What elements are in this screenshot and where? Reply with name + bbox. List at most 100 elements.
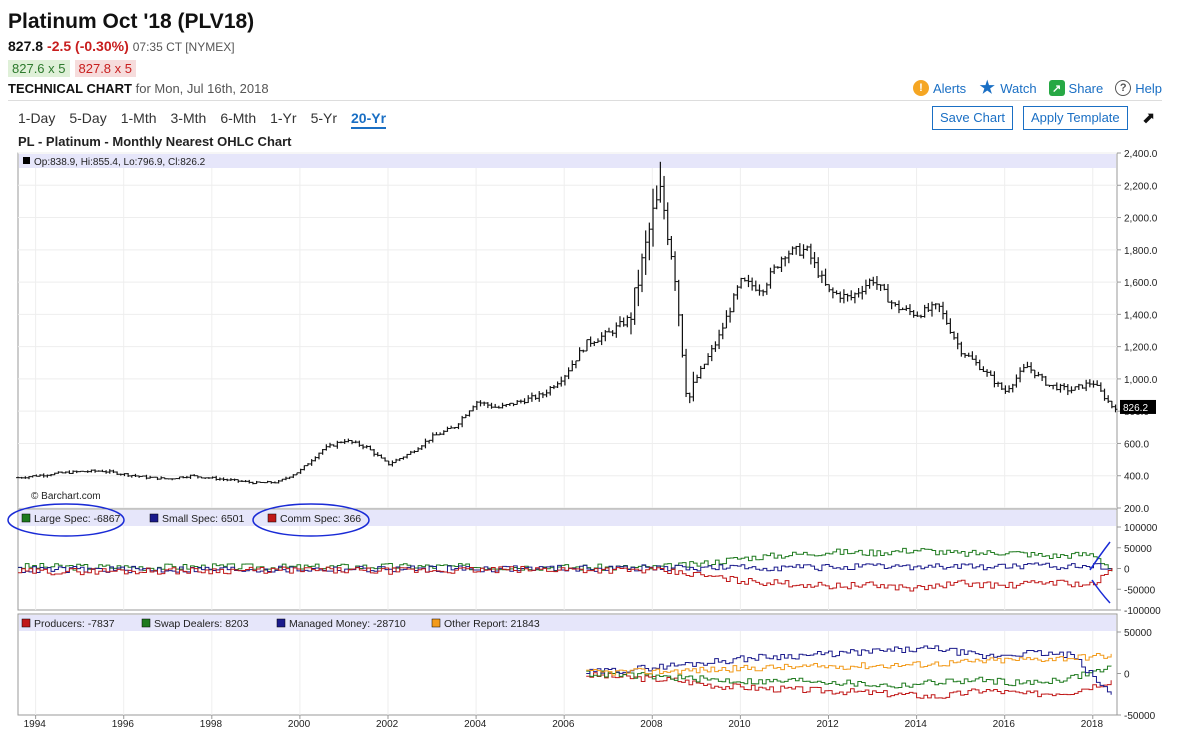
last-price-tag [1120,399,1156,414]
legend-label: Comm Spec: 366 [280,513,361,525]
price-ytick-label: 2,400.0 [1124,149,1158,160]
price-ytick-label: 400.0 [1124,472,1149,483]
share-link[interactable]: ↗ Share [1048,80,1104,96]
cot-ytick-label: 100000 [1124,523,1158,534]
legend-label: Other Report: 21843 [444,618,540,630]
x-tick-label: 2014 [905,719,928,730]
cot-ytick-label: -50000 [1124,585,1156,596]
save-chart-button[interactable]: Save Chart [932,106,1014,130]
cot-series-line [586,665,1112,689]
technical-chart-header: TECHNICAL CHART for Mon, Jul 16th, 2018 [8,81,269,96]
range-1yr[interactable]: 1-Yr [270,110,297,126]
price-ytick-label: 2,200.0 [1124,181,1158,192]
legend-label: Managed Money: -28710 [289,618,406,630]
spec-panel-legend-bar [19,510,1116,526]
price-ytick-label: 1,800.0 [1124,246,1158,257]
bid-ask: 827.6 x 5 827.8 x 5 [8,60,136,77]
apply-template-button[interactable]: Apply Template [1023,106,1128,130]
alerts-link[interactable]: ! Alerts [912,80,967,96]
range-6mth[interactable]: 6-Mth [220,110,257,126]
range-5day[interactable]: 5-Day [69,110,107,126]
watch-link[interactable]: ★ Watch [978,78,1037,97]
expand-arrow-icon[interactable]: ⬈ [1142,110,1156,127]
cot-series-line [586,653,1112,676]
legend-swatch [141,618,151,628]
cot-series-line [586,672,1112,699]
last-price: 827.8 [8,38,44,54]
help-label: Help [1135,80,1162,96]
price-ytick-label: 1,400.0 [1124,310,1158,321]
price-ytick-label: 200.0 [1124,504,1149,515]
legend-label: Small Spec: 6501 [162,513,244,525]
annotation-arrow [1091,579,1111,604]
range-20yr[interactable]: 20-Yr [351,110,387,129]
quote-line: 827.8 -2.5 (-0.30%) 07:35 CT [NYMEX] [8,38,235,54]
cot-ytick-label: 0 [1124,565,1130,576]
cot-series-line [18,562,1113,574]
legend-label: Producers: -7837 [34,618,115,630]
legend-swatch [149,513,159,523]
price-ytick-label: 2,000.0 [1124,214,1158,225]
cot-ytick-label: 50000 [1124,544,1152,555]
price-ytick-label: 600.0 [1124,439,1149,450]
bid-badge: 827.6 x 5 [8,60,70,77]
alert-icon: ! [912,80,929,96]
annotation-circle [7,503,125,537]
annotation-arrow [1089,541,1111,571]
price-panel [17,152,1118,509]
cot-series-line [586,645,1112,695]
x-tick-label: 1994 [24,719,47,730]
legend-swatch [21,618,31,628]
alerts-label: Alerts [932,80,967,96]
price-ytick-label: 1,600.0 [1124,278,1158,289]
last-price-label: 826.2 [1123,403,1148,414]
chart-title: PL - Platinum - Monthly Nearest OHLC Cha… [18,134,292,149]
header-divider [8,100,1162,101]
legend-swatch [431,618,441,628]
range-5yr[interactable]: 5-Yr [310,110,338,126]
x-tick-label: 2000 [288,719,311,730]
range-1mth[interactable]: 1-Mth [120,110,157,126]
range-1day[interactable]: 1-Day [18,110,56,126]
quote-time: 07:35 CT [NYMEX] [132,40,235,54]
cot-ytick-label: -100000 [1124,606,1161,617]
price-ytick-label: 1,200.0 [1124,343,1158,354]
cot-ytick-label: 0 [1124,670,1130,681]
x-tick-label: 2004 [464,719,487,730]
help-icon: ? [1115,80,1132,96]
legend-label: Large Spec: -6867 [34,513,121,525]
x-tick-label: 2002 [376,719,399,730]
x-tick-label: 2008 [640,719,663,730]
range-selector: 1-Day 5-Day 1-Mth 3-Mth 6-Mth 1-Yr 5-Yr … [18,110,387,129]
legend-label: Swap Dealers: 8203 [154,618,249,630]
tech-date: for Mon, Jul 16th, 2018 [135,81,269,96]
cot-series-line [18,566,1113,592]
x-tick-label: 2016 [993,719,1016,730]
help-link[interactable]: ? Help [1115,80,1162,96]
cot-ytick-label: 50000 [1124,628,1152,639]
range-3mth[interactable]: 3-Mth [170,110,207,126]
legend-swatch [21,513,31,523]
x-tick-label: 2006 [552,719,575,730]
x-tick-label: 1998 [200,719,223,730]
price-ytick-label: 1,000.0 [1124,375,1158,386]
disagg-panel-legend-bar [19,615,1116,631]
legend-swatch [276,618,286,628]
watermark: © Barchart.com [31,491,101,502]
x-tick-label: 2012 [816,719,839,730]
annotation-circle [252,503,370,537]
watch-label: Watch [1000,80,1037,96]
legend-swatch [267,513,277,523]
x-tick-label: 1996 [112,719,135,730]
price-change: -2.5 (-0.30%) [47,38,129,54]
cot-ytick-label: -50000 [1124,711,1156,722]
x-tick-label: 2010 [728,719,751,730]
share-icon: ↗ [1048,80,1065,96]
ohlc-info: Op:838.9, Hi:855.4, Lo:796.9, Cl:826.2 [34,157,206,168]
info-swatch [23,157,30,164]
chart-actions: ! Alerts ★ Watch ↗ Share ? Help [912,78,1162,97]
ask-badge: 827.8 x 5 [74,60,136,77]
share-label: Share [1068,80,1104,96]
price-info-bar [19,154,1116,168]
